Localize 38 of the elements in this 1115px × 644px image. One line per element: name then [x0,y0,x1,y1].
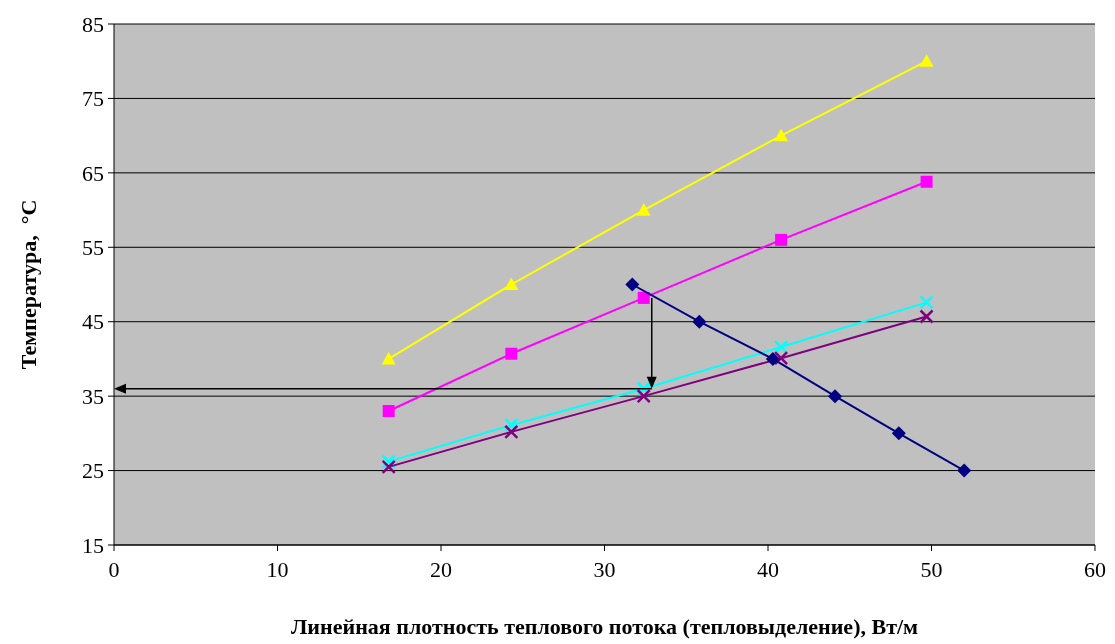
x-tick-label: 60 [1084,557,1106,582]
point [382,405,395,418]
point [504,277,519,291]
point [775,233,788,246]
point [919,54,934,67]
point [765,351,780,366]
point [636,203,651,216]
point [637,291,650,304]
y-tick-label: 15 [82,532,104,558]
point [920,175,933,188]
y-tick-label: 65 [82,160,104,186]
point [505,347,518,360]
point [692,314,707,329]
x-tick-label: 40 [757,557,779,582]
y-tick-label: 55 [82,234,104,260]
x-axis-title: Линейная плотность теплового потока (тепловыделение), Вт/м [290,614,919,639]
point [381,351,396,365]
y-tick-label: 45 [82,309,104,335]
x-tick-label: 30 [593,557,616,582]
point [774,128,789,142]
x-tick-label: 10 [266,557,289,582]
point [625,277,640,292]
point [504,424,519,440]
y-axis-title: Температура, °С [16,199,41,370]
point [919,295,934,310]
point [919,309,934,324]
y-tick-label: 75 [82,86,104,112]
y-tick-label: 85 [82,11,104,37]
point [891,426,906,441]
y-tick-label: 35 [82,383,104,409]
point [957,463,972,478]
x-tick-label: 20 [430,557,452,582]
x-tick-label: 50 [920,557,943,582]
point [636,388,651,404]
y-tick-label: 25 [82,458,104,484]
x-tick-label: 0 [108,557,120,582]
point [381,459,396,475]
point [828,389,843,404]
